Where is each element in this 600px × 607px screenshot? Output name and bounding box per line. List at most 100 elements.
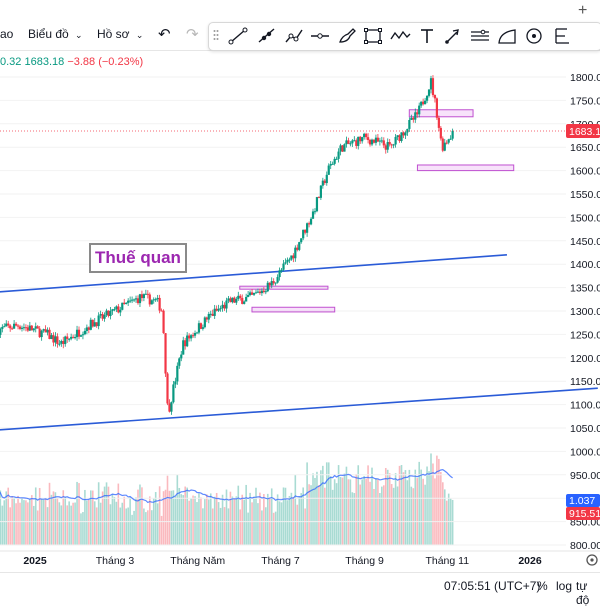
candle-body xyxy=(408,119,411,129)
candle-body xyxy=(351,140,354,144)
volume-bar xyxy=(322,465,324,545)
volume-bar xyxy=(363,475,365,545)
horizontal-line-icon[interactable] xyxy=(309,26,331,46)
log-toggle[interactable]: log xyxy=(556,579,573,593)
auto-toggle[interactable]: tự độ xyxy=(576,579,590,607)
drawing-toolbar xyxy=(208,22,600,51)
ohlc-readout: 0.32 1683.18 −3.88 (−0.23%) xyxy=(0,56,143,68)
candle-body xyxy=(286,259,289,263)
line-icon[interactable] xyxy=(227,26,249,46)
y-tick-label: 1050.00 xyxy=(570,423,600,435)
rectangle-icon[interactable] xyxy=(362,26,384,46)
candle-body xyxy=(28,325,31,331)
path-icon[interactable] xyxy=(283,26,305,46)
candle-body xyxy=(166,373,169,404)
clock-time[interactable]: 07:05:51 (UTC+7) xyxy=(444,579,541,593)
volume-bar xyxy=(276,494,279,545)
volume-bar xyxy=(74,502,76,545)
volume-bar xyxy=(117,483,120,545)
annotation-label[interactable]: Thuế quan xyxy=(89,243,187,273)
profile-menu[interactable]: Hồ sơ ⌄ xyxy=(97,27,143,41)
candle-body xyxy=(396,135,399,137)
candle-body xyxy=(365,133,368,138)
text-icon[interactable] xyxy=(416,26,438,46)
volume-bar xyxy=(225,489,228,545)
volume-bar xyxy=(422,478,424,545)
volume-bar xyxy=(355,473,358,545)
wave-icon[interactable] xyxy=(389,26,411,46)
candle-body xyxy=(433,95,437,99)
volume-bar xyxy=(335,483,338,545)
redo-icon[interactable]: ↷ xyxy=(186,26,199,43)
candle-body xyxy=(24,327,28,329)
readout-open-partial: 0.32 xyxy=(0,56,22,68)
candle-body xyxy=(0,328,2,335)
candle-body xyxy=(211,313,214,316)
volume-bar xyxy=(339,476,342,545)
volume-bar xyxy=(29,499,31,545)
candle-body xyxy=(121,302,124,310)
price-chart[interactable]: 1800.001750.001700.001650.001600.001550.… xyxy=(0,0,600,572)
candle-body xyxy=(268,282,271,286)
time-axis: 2025 Tháng 3 Tháng Năm Tháng 7 Tháng 9 Tháng … xyxy=(23,555,542,567)
candle-body xyxy=(36,326,39,329)
volume-bar xyxy=(115,501,118,545)
volume-bar xyxy=(353,493,356,545)
top-bar: + xyxy=(0,0,600,22)
volume-bar xyxy=(66,505,69,545)
brush-icon[interactable] xyxy=(336,26,358,46)
candle-body xyxy=(439,127,442,139)
candle-body xyxy=(215,308,218,311)
candle-body xyxy=(266,282,269,292)
candle-body xyxy=(435,98,438,118)
candle-body xyxy=(327,165,330,175)
gear-icon[interactable] xyxy=(586,554,598,566)
volume-bar xyxy=(306,462,308,545)
volume-bar xyxy=(237,485,240,545)
plus-icon[interactable]: + xyxy=(578,2,588,19)
candle-body xyxy=(347,140,350,144)
bottom-bar: 07:05:51 (UTC+7) % log tự độ xyxy=(0,572,600,607)
volume-bar xyxy=(60,505,63,545)
candle-body xyxy=(89,319,92,330)
volume-bar xyxy=(202,508,204,545)
volume-bar xyxy=(298,496,301,545)
volume-bar xyxy=(141,487,143,545)
chart-type-menu[interactable]: Biểu đồ ⌄ xyxy=(28,27,83,41)
candle-body xyxy=(158,297,161,311)
candle-body xyxy=(73,337,77,339)
candle-body xyxy=(117,306,120,313)
volume-bar xyxy=(139,484,141,545)
volume-bar xyxy=(300,493,303,545)
undo-icon[interactable]: ↶ xyxy=(158,26,171,43)
toolbar-partial-item[interactable]: ao xyxy=(0,27,14,41)
percent-toggle[interactable]: % xyxy=(537,579,548,593)
circle-target-icon[interactable] xyxy=(523,26,545,46)
candle-body xyxy=(199,323,203,329)
volume-bar xyxy=(91,490,94,545)
x-tick-label: Tháng 7 xyxy=(261,555,300,567)
candle-body xyxy=(70,336,73,339)
candle-body xyxy=(103,314,106,319)
volume-bar xyxy=(371,467,373,545)
ray-icon[interactable] xyxy=(255,26,277,46)
candle-body xyxy=(272,281,275,284)
y-tick-label: 1300.00 xyxy=(570,306,600,318)
candle-body xyxy=(75,329,79,338)
volume-bar xyxy=(221,494,224,545)
candle-body xyxy=(262,290,265,293)
volume-bar xyxy=(166,475,169,545)
volume-bar xyxy=(345,466,348,545)
candle-body xyxy=(219,308,222,310)
arrow-icon[interactable] xyxy=(442,26,464,46)
candle-body xyxy=(1,326,4,329)
ruler-icon[interactable] xyxy=(551,26,573,46)
volume-bar xyxy=(229,491,232,545)
candle-body xyxy=(229,298,232,303)
candle-body xyxy=(412,117,415,120)
volume-bar xyxy=(62,490,65,545)
drag-handle-icon[interactable] xyxy=(213,29,219,43)
parallel-lines-icon[interactable] xyxy=(469,26,491,46)
curve-icon[interactable] xyxy=(496,26,518,46)
volume-bar xyxy=(325,462,328,545)
